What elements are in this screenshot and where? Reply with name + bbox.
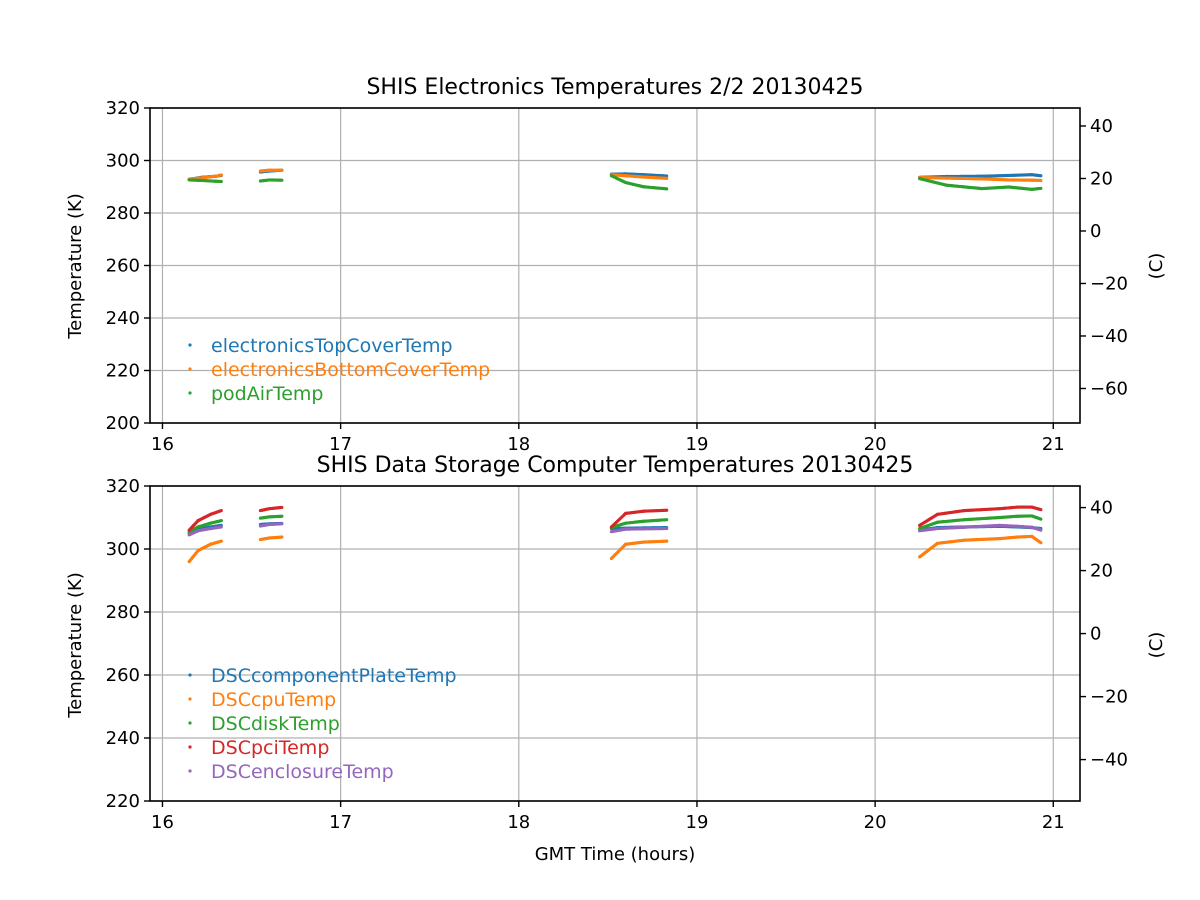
y-tick-label: 260: [106, 256, 140, 277]
data-point: [665, 526, 669, 531]
y-tick-label: 260: [106, 665, 140, 686]
legend-label: podAirTemp: [211, 383, 323, 405]
y-right-tick-label: −20: [1090, 273, 1128, 294]
y-right-tick-label: 20: [1090, 168, 1113, 189]
series-DSCcpuTemp: [187, 534, 1043, 564]
data-point: [219, 525, 223, 529]
legend-marker: [188, 769, 192, 773]
data-point: [219, 519, 223, 523]
x-tick-label: 17: [329, 812, 352, 833]
data-point: [1039, 517, 1043, 521]
legend-label: electronicsTopCoverTemp: [211, 335, 453, 357]
data-points: [187, 168, 1043, 191]
y-right-tick-label: 20: [1090, 561, 1113, 582]
legend-marker: [188, 367, 192, 371]
x-tick-label: 21: [1042, 434, 1065, 455]
y-tick-label: 300: [106, 151, 140, 172]
y-tick-label: 280: [106, 203, 140, 224]
x-tick-label: 19: [686, 434, 709, 455]
y-axis-right-label: (C): [1146, 632, 1167, 659]
x-tick-label: 16: [151, 434, 174, 455]
data-point: [665, 176, 669, 180]
y-tick-label: 200: [106, 413, 140, 434]
data-point: [280, 535, 284, 539]
y-right-tick-label: 0: [1090, 624, 1101, 645]
x-axis-label: GMT Time (hours): [535, 844, 696, 865]
data-point: [665, 539, 669, 543]
y-right-tick-label: −40: [1090, 326, 1128, 347]
data-points: [187, 505, 1043, 564]
y-tick-label: 220: [106, 361, 140, 382]
data-point: [1039, 528, 1043, 532]
series-DSCpciTemp: [187, 505, 1043, 532]
legend-marker: [188, 673, 192, 677]
legend-label: DSCcpuTemp: [211, 689, 336, 711]
y-right-tick-label: −20: [1090, 687, 1128, 708]
x-tick-label: 20: [864, 812, 887, 833]
data-point: [219, 539, 223, 543]
data-point: [665, 508, 669, 512]
data-point: [280, 522, 284, 526]
y-tick-label: 320: [106, 476, 140, 497]
x-tick-label: 19: [686, 812, 709, 833]
y-axis-right-label: (C): [1146, 253, 1167, 280]
legend-label: DSCdiskTemp: [211, 713, 340, 735]
data-point: [665, 187, 669, 191]
y-axis-label: Temperature (K): [65, 572, 86, 719]
data-point: [219, 179, 223, 184]
data-storage-temperature-chart: 16 17 18 19 20 21 220 240 260 280 300 320 −40 −20 0 20 4…: [65, 453, 1167, 865]
x-tick-label: 18: [507, 434, 530, 455]
data-point: [1039, 186, 1043, 190]
axes-frame: [149, 485, 1081, 802]
series-electronicsBottomCoverTemp: [187, 168, 1043, 183]
y-tick-label: 300: [106, 539, 140, 560]
x-tick-label: 16: [151, 812, 174, 833]
legend-marker: [188, 343, 192, 347]
chart-title: SHIS Electronics Temperatures 2/2 201304…: [366, 75, 863, 100]
legend-marker: [188, 745, 192, 749]
x-tick-label: 20: [864, 434, 887, 455]
y-tick-label: 240: [106, 308, 140, 329]
y-tick-label: 240: [106, 728, 140, 749]
data-point: [280, 168, 284, 172]
legend-marker: [188, 391, 192, 395]
legend-label: DSCenclosureTemp: [211, 761, 394, 783]
legend-label: DSCcomponentPlateTemp: [211, 665, 457, 687]
x-tick-label: 17: [329, 434, 352, 455]
data-point: [280, 505, 284, 510]
x-tick-label: 21: [1042, 812, 1065, 833]
series-DSCenclosureTemp: [187, 522, 1043, 537]
y-tick-label: 220: [106, 791, 140, 812]
legend-marker: [188, 721, 192, 725]
electronics-temperature-chart: 16 17 18 19 20 21200220240260280300320−60−40−…: [65, 75, 1167, 455]
data-point: [219, 508, 223, 513]
series-DSCdiskTemp: [187, 514, 1043, 534]
y-right-tick-label: 0: [1090, 221, 1101, 242]
y-tick-label: 280: [106, 602, 140, 623]
legend-label: DSCpciTemp: [211, 737, 329, 759]
data-point: [219, 173, 223, 177]
data-point: [1039, 508, 1043, 512]
legend: DSCcomponentPlateTempDSCcpuTempDSCdiskTe…: [188, 665, 457, 783]
y-axis-label: Temperature (K): [65, 193, 86, 340]
y-tick-label: 320: [106, 98, 140, 119]
y-right-tick-label: −40: [1090, 750, 1128, 771]
data-point: [665, 518, 669, 522]
x-tick-label: 18: [507, 812, 530, 833]
y-right-tick-label: −60: [1090, 378, 1128, 399]
data-point: [1039, 174, 1043, 178]
data-point: [280, 178, 284, 182]
y-right-tick-label: 40: [1090, 116, 1113, 137]
legend-label: electronicsBottomCoverTemp: [211, 359, 490, 381]
data-point: [1039, 178, 1043, 183]
series-podAirTemp: [187, 174, 1043, 191]
legend: electronicsTopCoverTempelectronicsBottom…: [188, 335, 490, 405]
data-point: [280, 514, 284, 518]
legend-marker: [188, 697, 192, 701]
data-point: [1039, 541, 1043, 545]
y-right-tick-label: 40: [1090, 498, 1113, 519]
chart-title: SHIS Data Storage Computer Temperatures …: [317, 453, 914, 478]
